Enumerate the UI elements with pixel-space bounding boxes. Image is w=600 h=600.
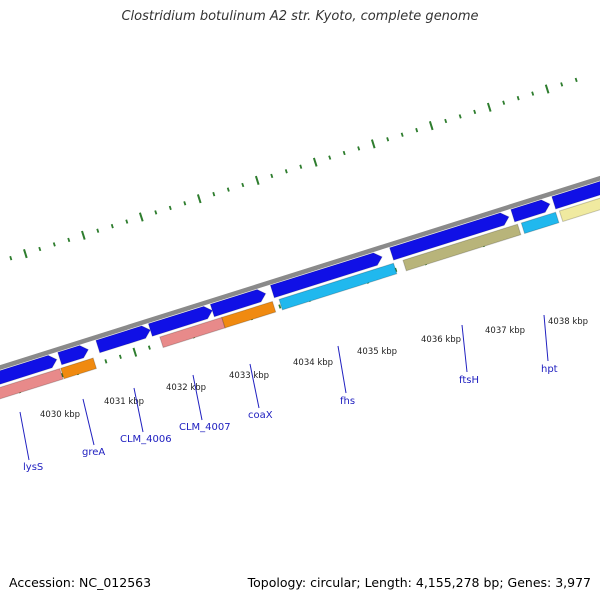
minor-tick xyxy=(226,187,230,192)
minor-tick xyxy=(516,95,520,101)
gene-features xyxy=(0,180,600,400)
gene-bar xyxy=(278,262,398,311)
kbp-label: 4030 kbp xyxy=(40,410,80,420)
gene-bar xyxy=(221,300,277,329)
cds-arrow xyxy=(57,344,89,366)
accession-text: Accession: NC_012563 xyxy=(9,575,152,590)
major-tick xyxy=(370,139,376,149)
gene-label-leader xyxy=(19,411,30,461)
gene-bar xyxy=(0,367,64,400)
minor-tick xyxy=(473,109,477,115)
major-tick xyxy=(196,194,202,204)
minor-tick xyxy=(415,127,419,133)
gene-label: CLM_4007 xyxy=(179,422,231,433)
minor-tick xyxy=(168,205,172,211)
minor-tick xyxy=(110,223,114,229)
minor-tick xyxy=(278,304,282,309)
genome-backbone xyxy=(0,175,600,370)
cds-arrow xyxy=(209,288,267,318)
minor-tick xyxy=(125,219,129,224)
gene-label: CLM_4006 xyxy=(120,434,172,445)
cds-arrow xyxy=(551,180,600,210)
minor-tick xyxy=(212,191,216,197)
gene-label: ftsH xyxy=(459,375,479,386)
minor-tick xyxy=(9,255,13,261)
minor-tick xyxy=(104,359,108,364)
gene-label-leader xyxy=(82,398,95,446)
topology-text: Topology: circular; Length: 4,155,278 bp… xyxy=(247,575,591,590)
cds-arrow xyxy=(0,354,58,385)
kbp-label: 4036 kbp xyxy=(421,335,461,345)
cds-arrow xyxy=(510,199,551,223)
cds-arrow xyxy=(269,252,383,299)
kbp-label: 4033 kbp xyxy=(229,371,269,381)
minor-tick xyxy=(328,155,332,160)
kbp-label: 4031 kbp xyxy=(104,397,144,407)
gene-label-leader xyxy=(337,345,347,394)
minor-tick xyxy=(38,246,42,252)
kbp-label: 4032 kbp xyxy=(166,383,206,393)
minor-tick xyxy=(531,91,535,96)
gene-label: lysS xyxy=(23,462,43,473)
major-tick xyxy=(254,175,260,185)
cds-arrow xyxy=(95,325,151,354)
gene-label-leader xyxy=(543,314,549,362)
kbp-label: 4038 kbp xyxy=(548,317,588,327)
kbp-label: 4034 kbp xyxy=(293,358,333,368)
gene-label: hpt xyxy=(541,364,558,375)
gene-bar xyxy=(60,357,98,380)
gene-bar xyxy=(558,197,600,223)
major-tick xyxy=(544,84,550,94)
minor-tick xyxy=(502,100,506,105)
minor-tick xyxy=(400,132,404,137)
gene-label: greA xyxy=(82,447,105,458)
kbp-labels: 4030 kbp 4031 kbp 4032 kbp 4033 kbp 4034 kbp… xyxy=(40,317,588,420)
minor-tick xyxy=(96,228,100,233)
gene-label: coaX xyxy=(248,410,273,421)
gene-label-leader xyxy=(192,374,203,421)
major-tick xyxy=(428,121,434,131)
minor-tick xyxy=(154,210,158,215)
gene-bar xyxy=(520,211,560,235)
kbp-label: 4037 kbp xyxy=(485,326,525,336)
major-tick xyxy=(138,212,144,222)
cds-arrow xyxy=(147,305,213,337)
major-tick xyxy=(312,157,318,167)
gene-labels: lysS greA CLM_4006 CLM_4007 coaX fhs ftsH hpt xyxy=(19,314,558,473)
cds-arrow xyxy=(388,212,510,261)
minor-tick xyxy=(458,114,462,119)
minor-tick xyxy=(394,267,398,273)
major-tick xyxy=(486,102,492,112)
minor-tick xyxy=(241,182,245,188)
minor-tick xyxy=(386,137,390,142)
minor-tick xyxy=(444,118,448,124)
minor-tick xyxy=(560,82,564,87)
minor-tick xyxy=(183,201,187,206)
minor-tick xyxy=(299,164,303,169)
minor-tick xyxy=(270,173,274,179)
minor-tick xyxy=(147,345,151,350)
backbone-line xyxy=(0,175,600,370)
minor-tick xyxy=(342,150,346,156)
minor-tick xyxy=(60,372,64,378)
major-tick xyxy=(23,249,28,259)
minor-tick xyxy=(118,354,122,359)
minor-tick xyxy=(357,146,361,151)
major-tick xyxy=(81,230,86,240)
minor-tick xyxy=(52,242,56,247)
minor-tick xyxy=(284,169,288,174)
kbp-label: 4035 kbp xyxy=(357,347,397,357)
minor-tick xyxy=(574,77,578,83)
gene-label-leader xyxy=(461,324,468,373)
map-title: Clostridium botulinum A2 str. Kyoto, com… xyxy=(121,9,479,24)
gene-label-leader xyxy=(249,363,260,409)
gene-label-leader xyxy=(133,387,144,433)
gene-label: fhs xyxy=(340,396,355,407)
gene-bar xyxy=(402,223,522,272)
minor-tick xyxy=(67,237,71,243)
major-tick xyxy=(132,347,138,357)
